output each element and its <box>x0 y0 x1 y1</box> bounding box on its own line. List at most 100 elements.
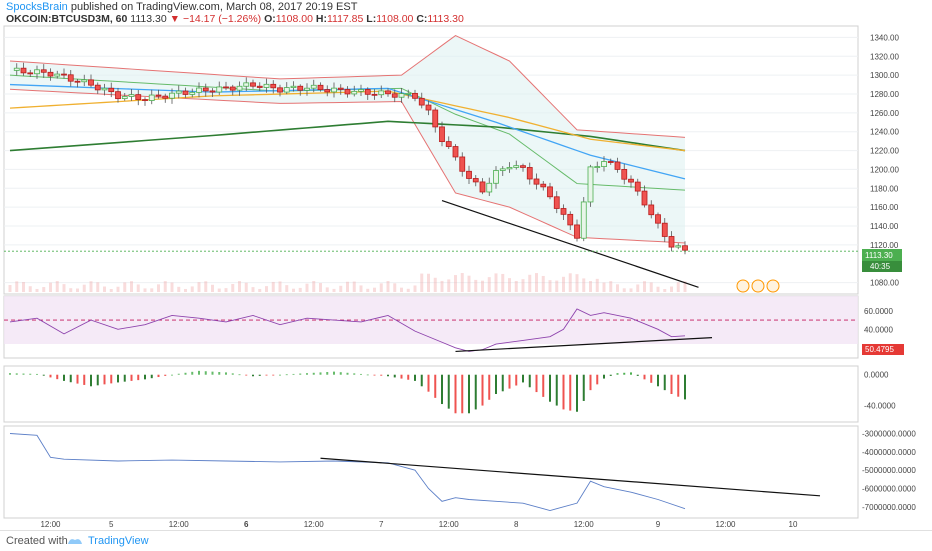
macd-bar <box>299 373 302 375</box>
candle-down <box>364 89 371 95</box>
candle-down <box>682 245 688 251</box>
volume-bar <box>562 276 565 292</box>
event-flag-icon[interactable] <box>751 279 765 293</box>
price-tick-label: 1200.00 <box>870 165 899 174</box>
macd-bar <box>535 374 538 393</box>
candle-down <box>297 85 304 91</box>
candle-down <box>223 86 229 89</box>
chart-canvas[interactable]: 1340.00 1320.00 1300.00 1280.00 1260.00 1240.… <box>0 24 932 530</box>
volume-bar <box>386 281 390 292</box>
low-value: 1108.00 <box>376 13 414 25</box>
rsi-tick-label: 60.0000 <box>864 307 893 316</box>
tradingview-brand[interactable]: TradingView <box>88 535 149 547</box>
event-badges[interactable] <box>736 279 780 293</box>
price-tick-label: 1300.00 <box>870 71 899 80</box>
macd-bar <box>272 374 275 376</box>
macd-bar <box>110 374 113 384</box>
volume-bar <box>373 287 376 292</box>
macd-bar <box>447 374 450 409</box>
volume-bar <box>352 281 356 292</box>
low-label: L: <box>366 13 377 25</box>
time-tick-label: 12:00 <box>40 520 61 529</box>
event-flag-icon[interactable] <box>736 279 750 293</box>
candle-up <box>331 87 337 93</box>
macd-bar <box>225 372 227 375</box>
macd-bar <box>36 373 38 375</box>
volume-bar <box>548 280 552 292</box>
price-series <box>4 34 858 292</box>
macd-bar <box>427 374 430 392</box>
volume-bar <box>575 274 579 292</box>
candle-down <box>162 95 169 99</box>
price-pane[interactable]: 1340.00 1320.00 1300.00 1280.00 1260.00 1240.… <box>3 25 902 295</box>
candle-up <box>121 96 128 100</box>
macd-bar <box>265 374 268 376</box>
countdown-tag-text: 40:35 <box>870 262 891 271</box>
volume-bar <box>224 288 228 292</box>
volume-bar <box>379 283 383 292</box>
author-link[interactable]: SpocksBrain <box>6 1 68 13</box>
volume-bar <box>683 281 687 292</box>
time-tick-label: 10 <box>789 520 798 529</box>
volume-bar <box>622 288 626 292</box>
volume-bar <box>177 286 181 292</box>
candle-up <box>196 87 202 93</box>
volume-bar <box>22 282 25 292</box>
macd-bar <box>15 373 18 375</box>
volume-bar <box>305 283 309 292</box>
macd-bar <box>380 374 383 376</box>
volume-bar <box>319 283 322 292</box>
obv-series <box>9 433 821 511</box>
candle-up <box>587 166 594 203</box>
price-tick-label: 1220.00 <box>870 147 899 156</box>
macd-bar <box>252 374 254 377</box>
candle-up <box>290 85 297 88</box>
volume-bar <box>28 286 32 292</box>
macd-bar <box>420 374 423 387</box>
macd-bar <box>636 374 639 376</box>
price-tick-label: 1080.00 <box>870 279 899 288</box>
macd-bar <box>306 373 308 375</box>
obv-pane[interactable]: -3000000.0000 -4000000.0000 -5000000.0000 -… <box>3 425 916 519</box>
candle-up <box>175 90 182 94</box>
candle-up <box>34 69 40 75</box>
volume-bar <box>312 281 316 292</box>
macd-bar <box>623 372 626 375</box>
macd-bar <box>231 373 234 375</box>
candle-down <box>574 224 580 239</box>
volume-bar <box>670 286 673 292</box>
macd-pane[interactable]: 0.0000 -40.0000 <box>3 365 896 423</box>
candle-down <box>445 141 452 147</box>
rsi-value-tag <box>862 344 904 355</box>
macd-bar <box>339 372 342 375</box>
candle-down <box>553 196 560 209</box>
volume-bar <box>595 278 599 292</box>
volume-bar <box>366 288 370 292</box>
obv-tick-label: -4000000.0000 <box>862 448 916 457</box>
close-label: C: <box>416 13 428 25</box>
candle-up <box>236 85 243 91</box>
volume-bar <box>454 275 457 292</box>
obv-pane-border <box>3 425 859 519</box>
macd-bar <box>96 374 99 386</box>
volume-bar <box>568 273 572 292</box>
macd-bar <box>312 372 315 375</box>
candle-down <box>526 167 533 180</box>
volume-bar <box>420 273 424 292</box>
time-tick-label: 6 <box>244 520 249 529</box>
candle-down <box>540 183 547 188</box>
macd-bar <box>434 374 437 398</box>
chart-header: SpocksBrain published on TradingView.com… <box>0 0 932 25</box>
footer-bar: Created with TradingView <box>0 530 932 551</box>
event-flag-icon[interactable] <box>766 279 780 293</box>
macd-bar <box>684 374 686 400</box>
obv-tick-label: -5000000.0000 <box>862 466 916 475</box>
candle-up <box>169 92 175 99</box>
macd-bar <box>319 372 322 375</box>
obv-tick-label: -7000000.0000 <box>862 503 916 512</box>
volume-bar <box>163 281 167 292</box>
macd-bar <box>76 374 79 384</box>
volume-bar <box>157 284 160 292</box>
candle-down <box>391 93 398 98</box>
